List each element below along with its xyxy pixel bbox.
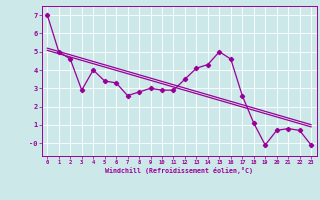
X-axis label: Windchill (Refroidissement éolien,°C): Windchill (Refroidissement éolien,°C)	[105, 167, 253, 174]
